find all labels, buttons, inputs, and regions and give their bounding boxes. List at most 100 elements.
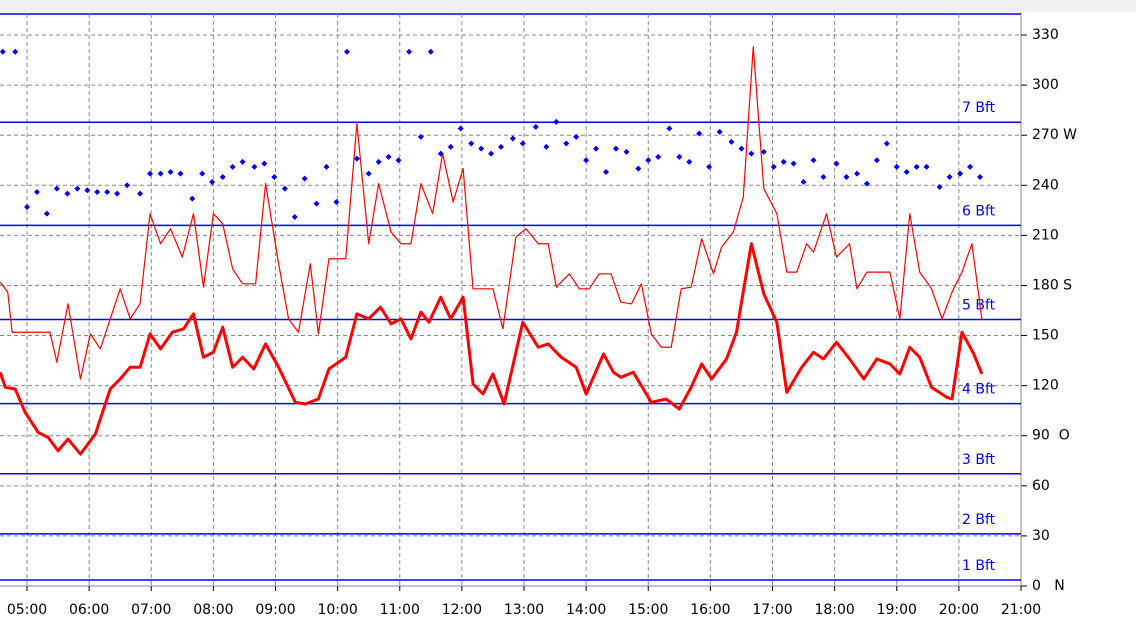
direction-dot	[843, 173, 850, 180]
y-tick-label: 270 W	[1032, 127, 1077, 143]
direction-dot	[603, 168, 610, 175]
direction-dot	[913, 163, 920, 170]
direction-dot	[519, 140, 526, 147]
direction-dot	[219, 173, 226, 180]
direction-dot	[967, 163, 974, 170]
mean-speed-line	[0, 242, 984, 456]
y-tick-label: 120	[1032, 378, 1059, 394]
direction-dot	[209, 178, 216, 185]
x-tick-label: 13:00	[504, 602, 544, 618]
x-tick-label: 05:00	[7, 602, 47, 618]
direction-dot	[686, 158, 693, 165]
direction-dot	[375, 158, 382, 165]
direction-dot	[957, 170, 964, 177]
direction-dot	[104, 188, 111, 195]
direction-dot	[468, 140, 475, 147]
beaufort-label: 5 Bft	[962, 298, 996, 314]
direction-dot	[509, 135, 516, 142]
direction-dot	[976, 173, 983, 180]
direction-dot	[251, 163, 258, 170]
direction-dot	[447, 143, 454, 150]
direction-dot	[645, 157, 652, 164]
direction-dot	[177, 170, 184, 177]
direction-dot	[457, 125, 464, 132]
direction-dot	[612, 145, 619, 152]
x-tick-label: 20:00	[939, 602, 979, 618]
direction-dot	[199, 170, 206, 177]
direction-dot	[417, 133, 424, 140]
direction-dot	[74, 185, 81, 192]
direction-dot	[738, 145, 745, 152]
direction-dot	[406, 48, 413, 55]
direction-dot	[437, 150, 444, 157]
direction-dot	[748, 150, 755, 157]
direction-dot	[478, 145, 485, 152]
direction-dot	[583, 157, 590, 164]
direction-dot	[353, 155, 360, 162]
x-tick-label: 11:00	[380, 602, 420, 618]
x-tick-label: 09:00	[255, 602, 295, 618]
direction-dot	[923, 163, 930, 170]
direction-dot	[573, 133, 580, 140]
direction-dot	[239, 158, 246, 165]
direction-dot	[623, 148, 630, 155]
beaufort-label: 2 Bft	[962, 512, 996, 528]
beaufort-label: 1 Bft	[962, 558, 996, 574]
direction-dot	[323, 163, 330, 170]
direction-dot	[0, 48, 6, 55]
direction-dot	[563, 140, 570, 147]
x-tick-label: 08:00	[193, 602, 233, 618]
x-tick-label: 06:00	[69, 602, 109, 618]
direction-dot	[281, 185, 288, 192]
direction-dot	[666, 125, 673, 132]
x-tick-label: 10:00	[317, 602, 357, 618]
direction-dot	[532, 123, 539, 130]
direction-dot	[833, 160, 840, 167]
direction-dot	[24, 204, 31, 211]
direction-dot	[124, 182, 131, 189]
top-strip	[0, 0, 1136, 12]
direction-dot	[706, 163, 713, 170]
direction-dot	[385, 153, 392, 160]
direction-dot	[820, 173, 827, 180]
direction-dot	[676, 153, 683, 160]
y-tick-label: 30	[1032, 528, 1050, 544]
direction-dot	[728, 138, 735, 145]
direction-dot	[167, 168, 174, 175]
direction-dot	[137, 190, 144, 197]
direction-dot	[893, 163, 900, 170]
direction-dot	[53, 185, 60, 192]
direction-dot	[873, 157, 880, 164]
y-tick-label: 300	[1032, 77, 1059, 93]
x-tick-label: 07:00	[131, 602, 171, 618]
direction-dot	[114, 190, 121, 197]
x-tick-label: 14:00	[566, 602, 606, 618]
direction-dot	[655, 153, 662, 160]
y-tick-label: 330	[1032, 27, 1059, 43]
direction-dot	[333, 198, 340, 205]
direction-dot	[488, 150, 495, 157]
direction-dot	[427, 48, 434, 55]
direction-dot	[800, 178, 807, 185]
direction-dot	[543, 143, 550, 150]
direction-dot	[229, 163, 236, 170]
y-tick-label: 90 O	[1032, 428, 1070, 444]
y-tick-label: 60	[1032, 478, 1050, 494]
x-tick-label: 17:00	[752, 602, 792, 618]
direction-dot	[12, 48, 19, 55]
direction-dot	[498, 143, 505, 150]
direction-dot	[853, 170, 860, 177]
direction-dot	[883, 140, 890, 147]
y-tick-label: 210	[1032, 227, 1059, 243]
x-tick-label: 19:00	[877, 602, 917, 618]
beaufort-label: 7 Bft	[962, 100, 996, 116]
direction-dot	[395, 157, 402, 164]
direction-dot	[936, 183, 943, 190]
x-tick-label: 18:00	[814, 602, 854, 618]
beaufort-label: 4 Bft	[962, 382, 996, 398]
direction-dot	[903, 168, 910, 175]
beaufort-label: 3 Bft	[962, 452, 996, 468]
direction-dot	[147, 170, 154, 177]
